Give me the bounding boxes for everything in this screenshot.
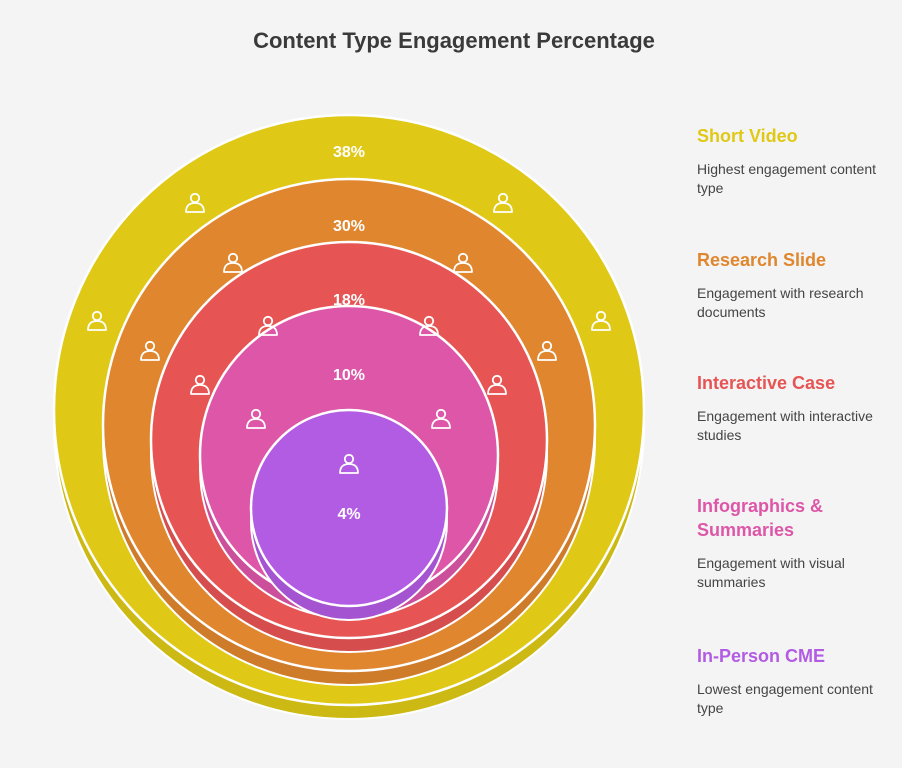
legend-title: Interactive Case bbox=[697, 373, 836, 393]
legend-item-interactive-case: Interactive Case Engagement with interact… bbox=[697, 371, 897, 445]
value-label-infographics-summaries: 10% bbox=[333, 367, 365, 384]
legend-description: Engagement with visual summaries bbox=[697, 555, 845, 590]
value-label-in-person-cme: 4% bbox=[337, 506, 360, 523]
ring-in-person-cme bbox=[249, 408, 449, 621]
legend-description: Highest engagement content type bbox=[697, 161, 877, 196]
ring-face bbox=[249, 408, 449, 608]
legend-item-infographics-summaries: Infographics & Summaries Engagement with … bbox=[697, 494, 897, 592]
legend-description: Engagement with research documents bbox=[697, 285, 864, 320]
legend-description: Lowest engagement content type bbox=[697, 681, 873, 716]
legend-title: Infographics & Summaries bbox=[697, 496, 824, 540]
legend-item-in-person-cme: In-Person CME Lowest engagement content t… bbox=[697, 644, 897, 718]
value-label-interactive-case: 18% bbox=[333, 292, 365, 309]
legend-item-short-video: Short Video Highest engagement content ty… bbox=[697, 124, 897, 198]
legend-item-research-slide: Research Slide Engagement with research d… bbox=[697, 248, 897, 322]
legend-description: Engagement with interactive studies bbox=[697, 408, 873, 443]
page-title: Content Type Engagement Percentage bbox=[253, 28, 655, 53]
value-label-research-slide: 30% bbox=[333, 218, 365, 235]
legend-title: Research Slide bbox=[697, 250, 827, 270]
legend-title: Short Video bbox=[697, 126, 798, 146]
legend-title: In-Person CME bbox=[697, 646, 826, 666]
value-label-short-video: 38% bbox=[333, 144, 365, 161]
